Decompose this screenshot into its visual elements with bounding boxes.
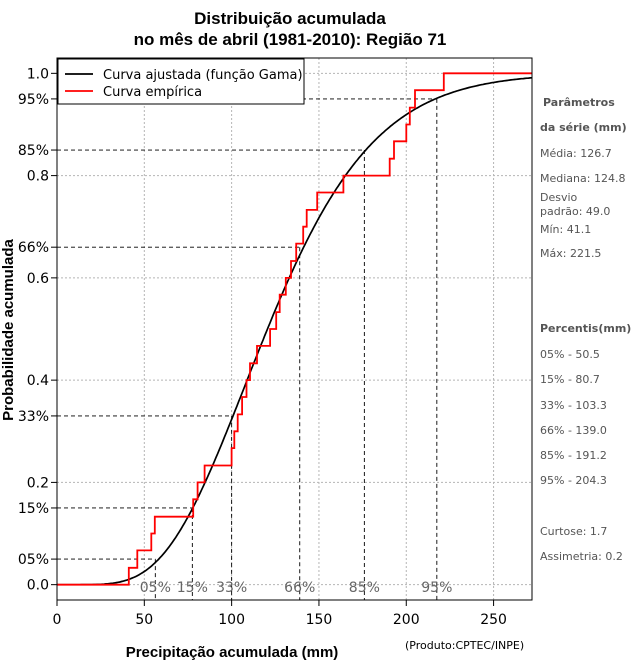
percentile-x-label: 85%	[349, 580, 380, 596]
x-tick-label: 250	[480, 612, 507, 628]
y-tick-label: 0.6	[27, 271, 49, 287]
percentile-x-label: 95%	[421, 580, 452, 596]
param-stddev-line2: padrão: 49.0	[540, 205, 611, 218]
percentil-85: 85% - 191.2	[540, 449, 607, 462]
percentile-guides	[57, 98, 438, 600]
percentis-header: Percentis(mm)	[540, 322, 632, 335]
param-max: Máx: 221.5	[540, 247, 602, 260]
params-header-2: da série (mm)	[540, 121, 627, 134]
x-axis-label: Precipitação acumulada (mm)	[126, 644, 339, 660]
empirical-step-curve	[57, 72, 532, 586]
x-tick-label: 150	[306, 612, 333, 628]
x-tick-label: 100	[218, 612, 245, 628]
x-tick-label: 50	[135, 612, 153, 628]
percentil-66: 66% - 139.0	[540, 424, 607, 437]
grid	[57, 58, 532, 600]
percentil-33: 33% - 103.3	[540, 399, 607, 412]
y-tick-label: 85%	[18, 143, 49, 159]
param-min: Mín: 41.1	[540, 223, 592, 236]
percentile-x-label: 66%	[284, 580, 315, 596]
legend: Curva ajustada (função Gama) Curva empíri…	[57, 58, 305, 105]
legend-label: Curva ajustada (função Gama)	[103, 68, 303, 83]
stat-kurtosis: Curtose: 1.7	[540, 525, 608, 538]
percentile-x-label: 33%	[216, 580, 247, 596]
chart-title: Distribuição acumulada no mês de abril (…	[0, 8, 580, 50]
x-tick-label: 200	[393, 612, 420, 628]
y-tick-label: 0.4	[27, 373, 49, 389]
title-line-2: no mês de abril (1981-2010): Região 71	[133, 30, 447, 49]
param-stddev-line1: Desvio	[540, 191, 578, 204]
legend-box	[57, 58, 305, 105]
title-line-1: Distribuição acumulada	[194, 9, 386, 28]
y-tick-label: 15%	[18, 501, 49, 517]
credit: (Produto:CPTEC/INPE)	[405, 639, 525, 652]
y-tick-label: 0.0	[27, 578, 49, 594]
params-header-1: Parâmetros	[543, 96, 615, 109]
percentile-labels: 05% 15% 33% 66% 85% 95%	[140, 580, 453, 596]
param-mean: Média: 126.7	[540, 147, 612, 160]
series-group	[57, 72, 533, 586]
percentile-x-label: 15%	[177, 580, 208, 596]
y-tick-label: 0.2	[27, 475, 49, 491]
y-tick-label: 05%	[18, 552, 49, 568]
y-tick-label: 66%	[18, 240, 49, 256]
param-median: Mediana: 124.8	[540, 172, 626, 185]
y-axis: 0.0 05% 15% 0.2 33% 0.4 0.6 66% 0.8 85% 95% 1.0	[18, 66, 57, 594]
percentil-15: 15% - 80.7	[540, 373, 600, 386]
x-axis: 0 50 100 150 200 250	[53, 600, 507, 628]
x-tick-label: 0	[53, 612, 62, 628]
y-axis-label: Probabilidade acumulada	[0, 238, 17, 420]
percentile-x-label: 05%	[140, 580, 171, 596]
legend-label: Curva empírica	[103, 85, 202, 100]
plot-frame	[56, 57, 533, 601]
y-tick-label: 33%	[18, 409, 49, 425]
y-tick-label: 0.8	[27, 169, 49, 185]
y-tick-label: 1.0	[27, 66, 49, 82]
y-tick-label: 95%	[18, 92, 49, 108]
fitted-gamma-curve	[57, 76, 533, 586]
stat-skewness: Assimetria: 0.2	[540, 550, 623, 563]
percentil-05: 05% - 50.5	[540, 348, 600, 361]
percentil-95: 95% - 204.3	[540, 474, 607, 487]
